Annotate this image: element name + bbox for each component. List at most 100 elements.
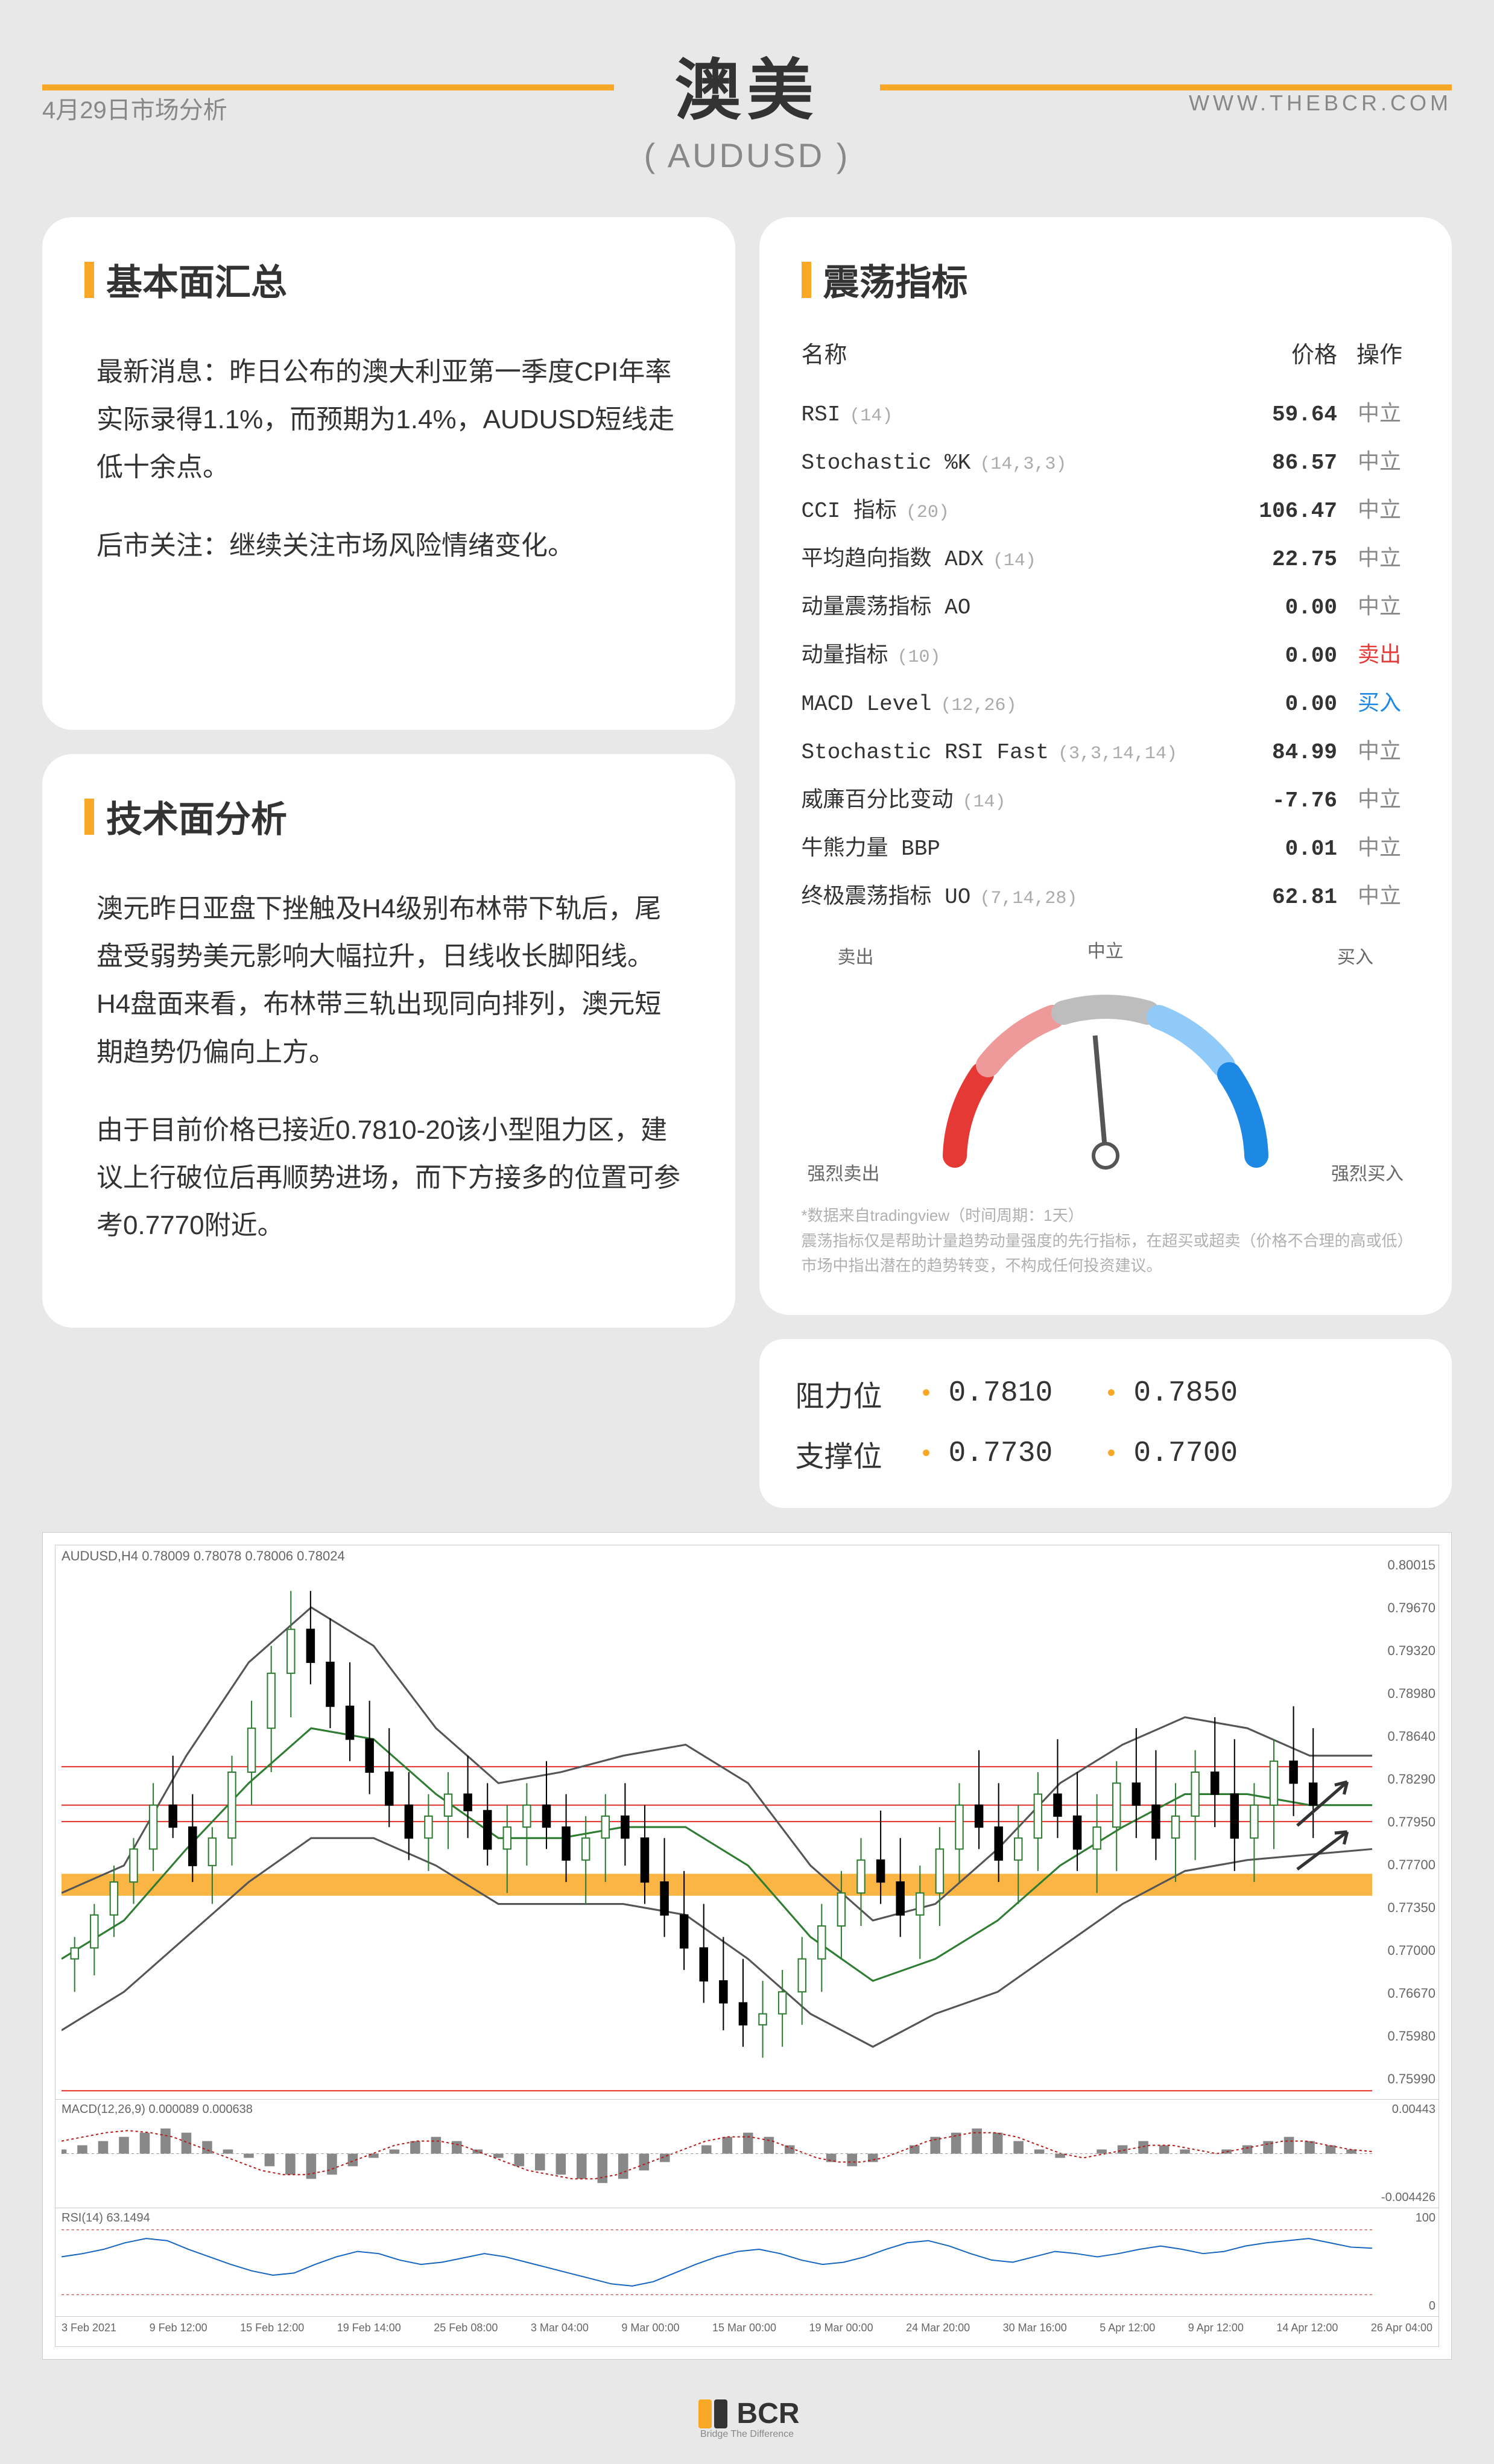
osc-name: 平均趋向指数 ADX(14)	[802, 540, 1253, 572]
osc-action: 中立	[1337, 733, 1410, 765]
osc-name: Stochastic %K(14,3,3)	[802, 451, 1253, 475]
bullet-icon: •	[1107, 1440, 1115, 1467]
osc-name: Stochastic RSI Fast(3,3,14,14)	[802, 740, 1253, 765]
osc-action: 中立	[1337, 540, 1410, 572]
osc-price: 22.75	[1253, 547, 1337, 572]
osc-row: Stochastic RSI Fast(3,3,14,14) 84.99 中立	[802, 725, 1410, 773]
osc-action: 中立	[1337, 878, 1410, 910]
fundamental-card: 基本面汇总 最新消息：昨日公布的澳大利亚第一季度CPI年率实际录得1.1%，而预…	[42, 217, 735, 730]
chart-header: AUDUSD,H4 0.78009 0.78078 0.78006 0.7802…	[62, 1548, 345, 1564]
resistance-label: 阻力位	[796, 1372, 904, 1414]
support-label: 支撑位	[796, 1433, 904, 1475]
osc-price: 86.57	[1253, 451, 1337, 475]
osc-price: 0.00	[1253, 595, 1337, 620]
levels-card: 阻力位 • 0.7810 • 0.7850 支撑位 • 0.7730 • 0.7…	[759, 1339, 1452, 1508]
osc-price: 62.81	[1253, 885, 1337, 910]
osc-action: 中立	[1337, 782, 1410, 813]
oscillator-title: 震荡指标	[802, 253, 1410, 306]
bullet-icon: •	[922, 1440, 931, 1467]
support-row: 支撑位 • 0.7730 • 0.7700	[796, 1424, 1416, 1484]
osc-price: 84.99	[1253, 740, 1337, 765]
resistance-v2: 0.7850	[1133, 1377, 1238, 1410]
fundamental-title: 基本面汇总	[84, 253, 693, 306]
macd-svg	[62, 2100, 1372, 2208]
fundamental-p1: 最新消息：昨日公布的澳大利亚第一季度CPI年率实际录得1.1%，而预期为1.4%…	[97, 348, 681, 492]
osc-price: 106.47	[1253, 499, 1337, 524]
osc-row: 牛熊力量 BBP 0.01 中立	[802, 822, 1410, 870]
osc-row: 动量震荡指标 AO 0.00 中立	[802, 580, 1410, 629]
technical-p2: 由于目前价格已接近0.7810-20该小型阻力区，建议上行破位后再顺势进场，而下…	[97, 1106, 681, 1250]
osc-name: MACD Level(12,26)	[802, 692, 1253, 717]
site-url: WWW.THEBCR.COM	[1189, 90, 1452, 116]
bullet-icon: •	[922, 1379, 931, 1407]
support-v2: 0.7700	[1133, 1437, 1238, 1470]
footer: BCR	[42, 2396, 1452, 2432]
osc-name: 终极震荡指标 UO(7,14,28)	[802, 878, 1253, 910]
resistance-v1: 0.7810	[949, 1377, 1053, 1410]
osc-name: CCI 指标(20)	[802, 492, 1253, 524]
osc-action: 中立	[1337, 444, 1410, 475]
osc-row: CCI 指标(20) 106.47 中立	[802, 484, 1410, 532]
osc-row: MACD Level(12,26) 0.00 买入	[802, 677, 1410, 725]
price-chart-card: AUDUSD,H4 0.78009 0.78078 0.78006 0.7802…	[42, 1532, 1452, 2360]
gauge-buy-label: 买入	[1337, 942, 1373, 969]
header-rule-left	[42, 84, 614, 90]
main-chart: AUDUSD,H4 0.78009 0.78078 0.78006 0.7802…	[55, 1545, 1439, 2100]
osc-name: 牛熊力量 BBP	[802, 830, 1253, 861]
rsi-svg	[62, 2208, 1372, 2316]
osc-action: 卖出	[1337, 637, 1410, 668]
osc-action: 中立	[1337, 589, 1410, 620]
brand-name: BCR	[737, 2397, 800, 2430]
main-yaxis: 0.800150.796700.793200.789800.786400.782…	[1375, 1545, 1435, 2099]
osc-row: RSI(14) 59.64 中立	[802, 387, 1410, 435]
osc-name: RSI(14)	[802, 402, 1253, 427]
pair-subtitle: ( AUDUSD )	[644, 136, 850, 175]
resistance-row: 阻力位 • 0.7810 • 0.7850	[796, 1363, 1416, 1424]
technical-title: 技术面分析	[84, 790, 693, 843]
osc-name: 动量指标(10)	[802, 637, 1253, 668]
technical-p1: 澳元昨日亚盘下挫触及H4级别布林带下轨后，尾盘受弱势美元影响大幅拉升，日线收长脚…	[97, 885, 681, 1076]
header-rule-right	[880, 84, 1452, 90]
oscillator-card: 震荡指标 名称 价格 操作 RSI(14) 59.64 中立Stochastic…	[759, 217, 1452, 1315]
main-chart-svg	[62, 1563, 1372, 2113]
header: 澳美 ( AUDUSD ) 4月29日市场分析 WWW.THEBCR.COM	[42, 36, 1452, 175]
gauge-strongbuy-label: 强烈买入	[1331, 1159, 1404, 1185]
pair-title: 澳美	[644, 36, 850, 133]
osc-action: 中立	[1337, 830, 1410, 861]
macd-yaxis: 0.00443-0.004426	[1375, 2103, 1435, 2205]
technical-card: 技术面分析 澳元昨日亚盘下挫触及H4级别布林带下轨后，尾盘受弱势美元影响大幅拉升…	[42, 754, 735, 1328]
gauge-strongsell-label: 强烈卖出	[808, 1159, 880, 1185]
report-date: 4月29日市场分析	[42, 90, 227, 125]
rsi-yaxis: 1000	[1375, 2211, 1435, 2313]
osc-price: 0.01	[1253, 837, 1337, 861]
logo-icon	[695, 2396, 731, 2432]
bullet-icon: •	[1107, 1379, 1115, 1407]
osc-price: 59.64	[1253, 402, 1337, 427]
osc-table-header: 名称 价格 操作	[802, 336, 1410, 369]
sentiment-gauge: 中立 卖出 买入	[802, 942, 1410, 1185]
osc-footnote: *数据来自tradingview（时间周期：1天）震荡指标仅是帮助计量趋势动量强…	[802, 1203, 1410, 1279]
osc-price: -7.76	[1253, 788, 1337, 813]
osc-row: 平均趋向指数 ADX(14) 22.75 中立	[802, 532, 1410, 580]
osc-price: 0.00	[1253, 644, 1337, 668]
osc-name: 威廉百分比变动(14)	[802, 782, 1253, 813]
osc-row: 威廉百分比变动(14) -7.76 中立	[802, 773, 1410, 822]
osc-hdr-price: 价格	[1253, 336, 1337, 369]
support-v1: 0.7730	[949, 1437, 1053, 1470]
gauge-svg	[894, 957, 1317, 1186]
osc-hdr-action: 操作	[1337, 336, 1410, 369]
osc-row: 终极震荡指标 UO(7,14,28) 62.81 中立	[802, 870, 1410, 918]
osc-action: 中立	[1337, 396, 1410, 427]
osc-name: 动量震荡指标 AO	[802, 589, 1253, 620]
macd-panel: MACD(12,26,9) 0.000089 0.000638 0.00443-…	[55, 2100, 1439, 2208]
footer-tagline: Bridge The Difference	[42, 2429, 1452, 2440]
gauge-sell-label: 卖出	[838, 942, 874, 969]
osc-price: 0.00	[1253, 692, 1337, 717]
rsi-panel: RSI(14) 63.1494 1000	[55, 2208, 1439, 2317]
gauge-neutral-label: 中立	[1087, 936, 1124, 963]
chart-xaxis: 3 Feb 20219 Feb 12:0015 Feb 12:0019 Feb …	[55, 2317, 1439, 2347]
osc-row: Stochastic %K(14,3,3) 86.57 中立	[802, 435, 1410, 484]
osc-hdr-name: 名称	[802, 336, 1253, 369]
osc-action: 中立	[1337, 492, 1410, 524]
osc-row: 动量指标(10) 0.00 卖出	[802, 629, 1410, 677]
